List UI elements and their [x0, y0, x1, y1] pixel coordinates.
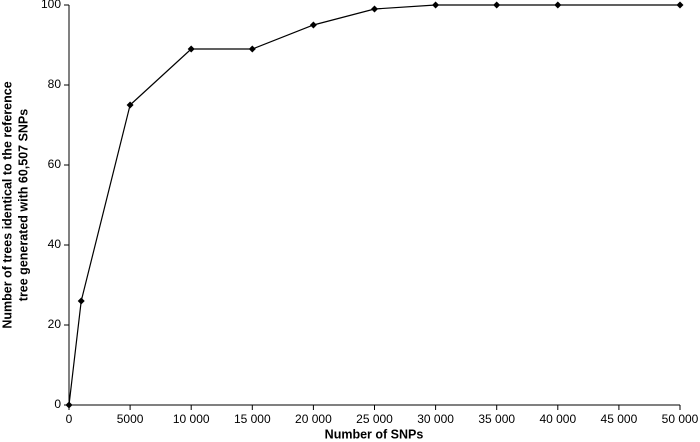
- data-point: [371, 5, 378, 13]
- y-tick-label: 60: [48, 157, 62, 171]
- data-line: [68, 4, 680, 406]
- data-point: [309, 21, 317, 29]
- x-tick-label: 15 000: [234, 412, 271, 426]
- x-tick-label: 40 000: [539, 412, 576, 426]
- y-tick-label: 100: [41, 0, 61, 11]
- data-point: [432, 1, 440, 9]
- data-point: [248, 45, 256, 53]
- data-point: [77, 297, 85, 305]
- y-axis-title-line: tree generated with 60,507 SNPs: [16, 109, 30, 301]
- y-tick-label: 40: [48, 237, 62, 251]
- x-tick-label: 45 000: [601, 412, 638, 426]
- x-tick-label: 35 000: [478, 412, 515, 426]
- x-tick-label: 25 000: [356, 412, 393, 426]
- x-tick-label: 50 000: [662, 412, 699, 426]
- y-tick-label: 20: [48, 317, 62, 331]
- data-point: [676, 1, 684, 9]
- y-axis-title-line: Number of trees identical to the referen…: [0, 81, 14, 328]
- data-point: [554, 1, 562, 9]
- data-point: [126, 101, 134, 109]
- data-point: [65, 401, 73, 409]
- x-tick-label: 10 000: [173, 412, 210, 426]
- x-tick-label: 5000: [117, 412, 144, 426]
- data-point: [187, 45, 195, 53]
- data-point: [493, 1, 501, 9]
- x-tick-label: 30 000: [417, 412, 454, 426]
- x-tick-label: 0: [66, 412, 73, 426]
- y-tick-label: 0: [54, 397, 61, 411]
- y-tick-label: 80: [48, 77, 62, 91]
- x-tick-label: 20 000: [295, 412, 332, 426]
- x-axis-title: Number of SNPs: [325, 427, 424, 441]
